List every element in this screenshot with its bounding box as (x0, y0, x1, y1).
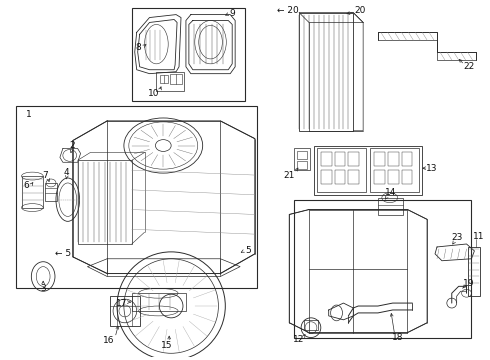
Text: ← 20: ← 20 (277, 6, 299, 15)
Bar (297, 152, 307, 159)
Bar (335, 152, 345, 166)
Bar (45, 183, 57, 201)
Text: 6: 6 (24, 181, 29, 190)
Text: 14: 14 (385, 188, 396, 197)
Bar (294, 200, 471, 338)
Bar (378, 198, 402, 215)
Bar (160, 75, 168, 82)
Bar (317, 148, 366, 192)
Bar (388, 170, 398, 184)
Text: ← 5: ← 5 (55, 249, 71, 258)
Text: 16: 16 (103, 336, 115, 345)
Bar (401, 152, 413, 166)
Text: 1: 1 (25, 109, 31, 118)
Text: 3: 3 (40, 284, 46, 293)
Bar (132, 293, 186, 311)
Bar (156, 72, 184, 91)
Bar (294, 148, 310, 170)
Text: 2: 2 (69, 141, 74, 150)
Bar (335, 170, 345, 184)
Text: 10: 10 (147, 89, 159, 98)
Bar (374, 170, 385, 184)
Text: 21: 21 (284, 171, 295, 180)
Bar (16, 106, 257, 288)
Bar (321, 170, 332, 184)
Text: 12: 12 (293, 335, 304, 344)
Bar (22, 176, 43, 208)
Text: 8: 8 (136, 42, 142, 51)
Bar (299, 13, 353, 131)
Bar (304, 320, 318, 330)
Text: 15: 15 (161, 341, 172, 350)
Bar (370, 148, 419, 192)
Bar (132, 8, 245, 101)
Bar (348, 152, 359, 166)
Bar (110, 296, 140, 326)
Bar (401, 170, 413, 184)
Text: 5: 5 (245, 246, 251, 255)
Bar (321, 152, 332, 166)
Text: 20: 20 (354, 6, 366, 15)
Text: 23: 23 (451, 233, 463, 242)
Bar (468, 247, 480, 296)
Text: 19: 19 (463, 279, 474, 288)
Text: 18: 18 (392, 333, 403, 342)
Text: 17: 17 (116, 298, 128, 307)
Text: 13: 13 (426, 164, 438, 173)
Bar (374, 152, 385, 166)
Bar (170, 74, 182, 84)
Bar (348, 170, 359, 184)
Bar (77, 160, 132, 244)
Text: 22: 22 (463, 62, 474, 71)
Text: 4: 4 (64, 168, 70, 177)
Bar (388, 152, 398, 166)
Text: 9: 9 (229, 9, 235, 18)
Bar (297, 161, 307, 169)
Bar (314, 145, 422, 195)
Text: 7: 7 (42, 171, 48, 180)
Text: 11: 11 (472, 231, 484, 240)
